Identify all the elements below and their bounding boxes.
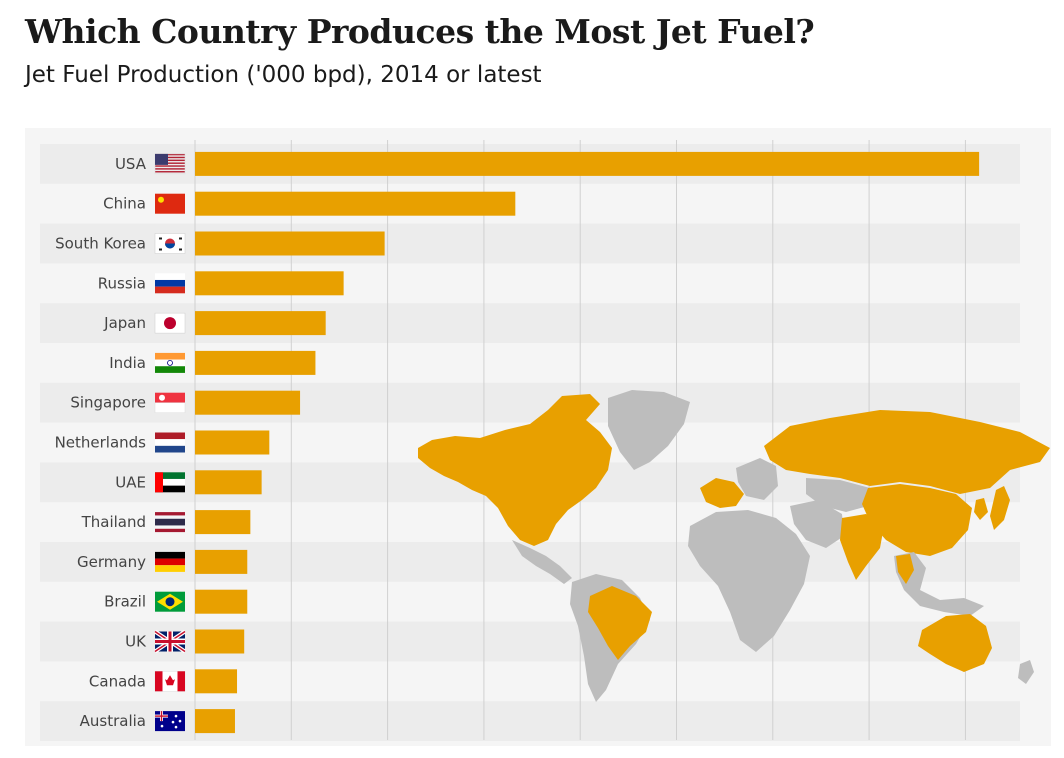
category-label: UK	[125, 633, 147, 651]
map-brazil	[588, 586, 652, 660]
flags	[153, 153, 187, 732]
bar-canada	[195, 669, 238, 694]
bar-south-korea	[195, 231, 385, 256]
category-label: USA	[115, 155, 147, 173]
flag-russia-icon	[155, 273, 185, 294]
bar-thailand	[195, 510, 251, 535]
bars	[195, 151, 980, 734]
category-label: Netherlands	[55, 434, 147, 452]
bar-japan	[195, 311, 326, 336]
category-label: Thailand	[81, 513, 146, 531]
bar-uae	[195, 470, 262, 495]
chart-subtitle: Jet Fuel Production ('000 bpd), 2014 or …	[25, 62, 542, 88]
category-label: South Korea	[55, 235, 146, 253]
map-southeast-asia	[894, 552, 984, 616]
flag-south-korea-icon	[154, 233, 186, 254]
map-japan	[990, 486, 1010, 530]
flag-singapore-icon	[154, 392, 186, 413]
category-label: China	[103, 195, 146, 213]
bar-australia	[195, 709, 235, 734]
category-label: Germany	[77, 553, 146, 571]
flag-japan-icon	[154, 312, 186, 334]
map-india	[840, 514, 884, 580]
bar-uk	[195, 629, 245, 654]
category-label: Australia	[80, 712, 146, 730]
map-russia	[764, 410, 1050, 494]
flag-uk-icon	[153, 629, 187, 654]
world-map	[418, 390, 1050, 702]
row-band	[40, 223, 1020, 264]
bar-netherlands	[195, 430, 270, 455]
flag-germany-icon	[155, 551, 185, 572]
row-band	[40, 701, 1020, 741]
bar-usa	[195, 151, 980, 176]
category-label: Singapore	[70, 394, 146, 412]
category-label: Brazil	[104, 593, 146, 611]
map-central-asia	[806, 478, 870, 512]
map-thailand	[896, 554, 914, 584]
category-label: India	[109, 354, 146, 372]
chart-title: Which Country Produces the Most Jet Fuel…	[25, 12, 815, 51]
map-china	[862, 484, 972, 556]
map-africa	[688, 510, 810, 652]
category-label: Canada	[89, 672, 146, 690]
bar-singapore	[195, 390, 301, 415]
map-new-zealand	[1018, 660, 1034, 684]
category-label: Japan	[103, 314, 146, 332]
flag-usa-icon	[154, 153, 186, 175]
bar-india	[195, 350, 316, 375]
map-europe-other	[736, 458, 778, 500]
bar-germany	[195, 549, 248, 574]
map-korea	[974, 498, 988, 520]
row-band	[40, 303, 1020, 343]
map-north-america	[418, 394, 612, 546]
flag-australia-icon	[155, 711, 185, 732]
flag-india-icon	[155, 352, 185, 373]
bar-russia	[195, 271, 344, 296]
flag-netherlands-icon	[155, 432, 185, 453]
bar-brazil	[195, 589, 248, 614]
category-label: Russia	[98, 274, 146, 292]
map-australia	[918, 614, 992, 672]
map-europe	[700, 478, 744, 508]
flag-thailand-icon	[155, 512, 185, 533]
row-band	[40, 621, 1020, 662]
flag-canada-icon	[154, 671, 186, 692]
map-greenland	[608, 390, 690, 470]
bar-china	[195, 191, 516, 216]
flag-uae-icon	[155, 472, 185, 493]
category-label: UAE	[115, 473, 146, 491]
flag-china-icon	[155, 193, 185, 214]
map-middle-east	[790, 500, 844, 548]
category-labels: USA China South Korea Russia Japan India Singa…	[55, 155, 148, 730]
map-central-america	[512, 540, 572, 584]
flag-brazil-icon	[155, 591, 185, 612]
